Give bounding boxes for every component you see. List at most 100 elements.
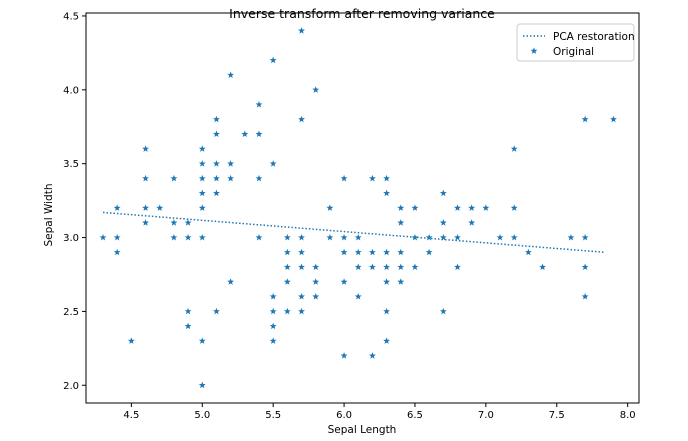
data-point: [113, 233, 121, 241]
data-point: [312, 278, 320, 285]
y-tick-label: 3.5: [63, 159, 79, 170]
data-point: [581, 293, 589, 300]
data-point: [213, 160, 220, 167]
data-point: [510, 145, 518, 152]
data-point: [383, 189, 391, 197]
data-point: [283, 233, 291, 241]
data-point: [298, 263, 305, 270]
data-point: [269, 307, 277, 315]
data-point: [354, 293, 362, 300]
y-tick-label: 4.0: [63, 85, 79, 96]
y-tick-label: 4.5: [63, 11, 79, 22]
data-point: [496, 233, 504, 241]
data-point: [213, 307, 220, 315]
data-point: [383, 337, 391, 344]
data-point: [369, 248, 376, 256]
data-point: [581, 233, 589, 241]
pca-restoration-line: [102, 211, 606, 254]
data-point: [425, 248, 433, 256]
data-point: [255, 130, 263, 138]
data-point: [326, 204, 334, 211]
data-point: [411, 263, 419, 270]
x-axis: 4.5 5.0 5.5 6.0 6.5 7.0 7.5 8.0: [123, 403, 636, 421]
data-point: [454, 204, 461, 211]
data-point: [482, 204, 490, 211]
x-tick-label: 5.5: [265, 410, 281, 421]
data-point: [383, 174, 391, 182]
data-point: [283, 263, 291, 270]
data-point: [397, 248, 405, 256]
data-point: [298, 233, 305, 241]
data-point: [269, 160, 277, 167]
y-axis: 2.0 2.5 3.0 3.5 4.0 4.5: [63, 11, 86, 392]
data-point: [298, 115, 305, 123]
data-point: [269, 337, 277, 344]
data-point: [312, 293, 320, 300]
x-tick-label: 7.5: [549, 410, 565, 421]
data-point: [184, 322, 192, 330]
data-point: [567, 233, 575, 241]
data-point: [142, 204, 149, 211]
data-point: [184, 307, 192, 315]
data-point: [439, 219, 447, 226]
y-axis-label: Sepal Width: [43, 184, 55, 247]
data-point: [454, 233, 461, 241]
data-point: [255, 233, 263, 241]
data-point: [113, 204, 121, 211]
data-point: [198, 381, 206, 389]
data-point: [411, 204, 419, 211]
data-point: [439, 233, 447, 241]
data-point: [184, 233, 192, 241]
data-point: [298, 248, 305, 256]
data-point: [340, 174, 348, 182]
y-tick-label: 3.0: [63, 233, 79, 244]
data-point: [198, 160, 206, 167]
data-point: [354, 248, 362, 256]
data-point: [397, 219, 405, 226]
legend-label-pca: PCA restoration: [553, 31, 635, 43]
plot-area: [99, 27, 617, 389]
data-point: [326, 233, 334, 241]
data-point: [510, 204, 518, 211]
data-point: [340, 248, 348, 256]
data-point: [198, 233, 206, 241]
chart-title: Inverse transform after removing varianc…: [229, 6, 495, 21]
data-point: [397, 263, 405, 270]
data-point: [312, 263, 320, 270]
legend-box: [516, 23, 635, 62]
data-point: [581, 263, 589, 270]
data-point: [227, 160, 235, 167]
data-point: [369, 263, 376, 270]
data-point: [298, 27, 305, 34]
data-point: [241, 130, 249, 138]
data-point: [468, 204, 476, 211]
data-point: [340, 233, 348, 241]
data-point: [269, 293, 277, 300]
x-tick-label: 8.0: [620, 410, 636, 421]
data-point: [581, 115, 589, 123]
data-point: [298, 293, 305, 300]
data-point: [113, 248, 121, 256]
data-point: [298, 307, 305, 315]
data-point: [539, 263, 546, 270]
data-point: [213, 115, 220, 123]
data-point: [156, 204, 164, 211]
data-point: [340, 278, 348, 285]
data-point: [439, 307, 447, 315]
x-tick-label: 7.0: [478, 410, 494, 421]
axes-frame: [85, 12, 640, 404]
data-point: [198, 204, 206, 211]
data-point: [213, 130, 220, 138]
data-point: [127, 337, 135, 344]
data-point: [198, 189, 206, 197]
x-axis-label: Sepal Length: [328, 424, 397, 436]
data-point: [184, 219, 192, 226]
data-point: [397, 278, 405, 285]
data-point: [213, 174, 220, 182]
data-point: [340, 352, 348, 359]
data-point: [383, 278, 391, 285]
x-tick-label: 5.0: [194, 410, 210, 421]
legend-label-original: Original: [553, 46, 594, 58]
data-point: [510, 233, 518, 241]
